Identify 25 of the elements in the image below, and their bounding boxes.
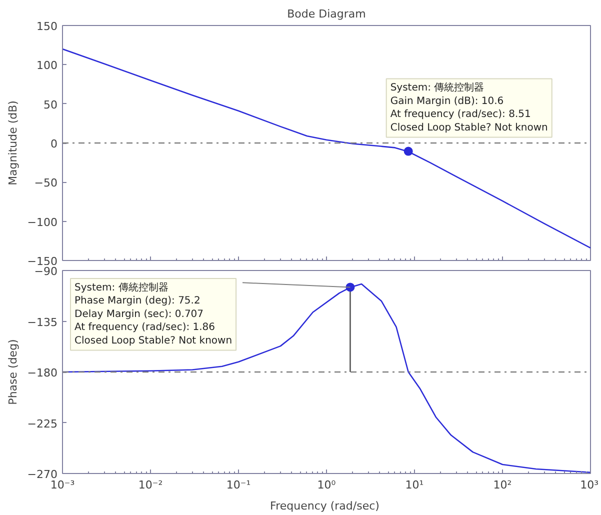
x-tick-label: 10⁻³ bbox=[50, 478, 75, 492]
y-tick-label: 50 bbox=[44, 98, 58, 112]
x-tick-label: 10⁰ bbox=[317, 478, 336, 492]
x-tick-label: 10³ bbox=[580, 478, 599, 492]
annotation: System: 傳統控制器 Gain Margin (dB): 10.6 At frequency (rad/sec): 8.51 Closed Loop Stable? Not known bbox=[390, 82, 548, 134]
x-tick-label: 10⁻² bbox=[138, 478, 163, 492]
y-tick-label: −100 bbox=[27, 216, 58, 229]
annotation: System: 傳統控制器 Phase Margin (deg): 75.2 Delay Margin (sec): 0.707 At frequency (rad/sec): 1.86 Closed Loop Stable? Not known bbox=[74, 282, 232, 346]
x-tick-label: 10¹ bbox=[405, 478, 424, 492]
y-tick-label: −90 bbox=[34, 265, 58, 278]
y-tick-label: −150 bbox=[27, 255, 58, 268]
y-tick-label: 150 bbox=[36, 20, 58, 33]
y-axis-title: Magnitude (dB) bbox=[6, 100, 20, 186]
y-tick-label: −135 bbox=[27, 316, 58, 329]
y-tick-label: −50 bbox=[34, 176, 58, 190]
y-tick-label: −225 bbox=[27, 417, 58, 430]
y-tick-label: −270 bbox=[27, 468, 58, 481]
x-axis-title: Frequency (rad/sec) bbox=[270, 500, 380, 512]
y-tick-label: 100 bbox=[36, 59, 58, 72]
y-axis-title: Phase (deg) bbox=[6, 339, 20, 405]
chart-title: Bode Diagram bbox=[287, 8, 366, 20]
x-tick-label: 10² bbox=[493, 478, 512, 492]
y-tick-label: −180 bbox=[27, 366, 58, 380]
y-tick-label: 0 bbox=[50, 138, 58, 150]
x-tick-label: 10⁻¹ bbox=[226, 478, 251, 492]
